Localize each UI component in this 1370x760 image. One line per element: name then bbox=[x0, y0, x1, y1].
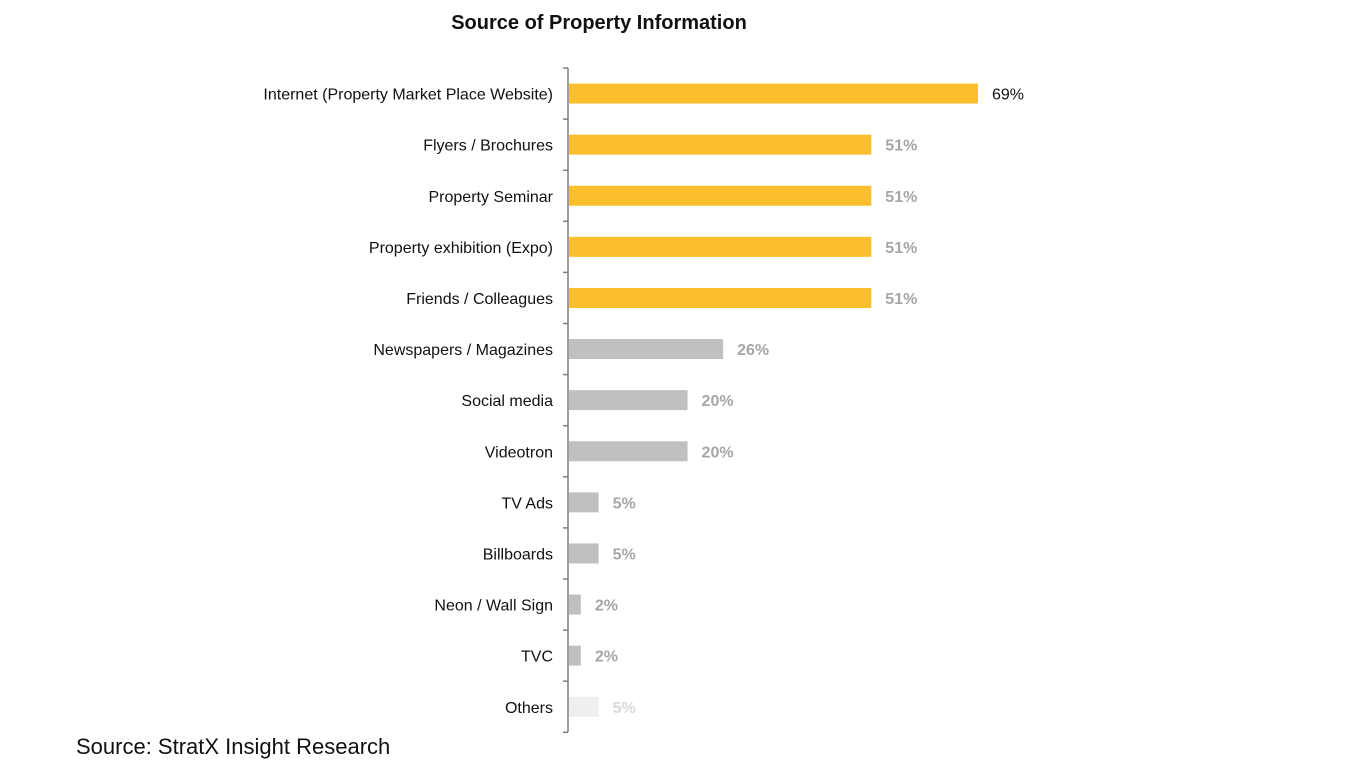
bar bbox=[569, 83, 978, 104]
bar bbox=[569, 645, 581, 666]
data-label: 2% bbox=[595, 598, 618, 615]
bar bbox=[569, 134, 872, 155]
bar bbox=[569, 236, 872, 257]
chart-title: Source of Property Information bbox=[451, 12, 747, 34]
bar bbox=[569, 185, 872, 206]
data-label: 26% bbox=[737, 342, 769, 359]
bar bbox=[569, 441, 688, 462]
bar bbox=[569, 339, 724, 360]
data-label: 5% bbox=[613, 495, 636, 512]
category-label: Social media bbox=[461, 393, 553, 410]
category-label: TV Ads bbox=[501, 495, 553, 512]
category-label: Newspapers / Magazines bbox=[373, 342, 553, 359]
data-label: 20% bbox=[702, 444, 734, 461]
category-label: Videotron bbox=[485, 444, 553, 461]
category-label: Flyers / Brochures bbox=[423, 138, 553, 155]
data-label: 5% bbox=[613, 546, 636, 563]
data-label: 51% bbox=[885, 291, 917, 308]
bar bbox=[569, 543, 599, 564]
category-label: Property Seminar bbox=[429, 189, 554, 206]
data-label: 51% bbox=[885, 240, 917, 257]
data-label: 51% bbox=[885, 138, 917, 155]
bar bbox=[569, 696, 599, 717]
bar bbox=[569, 594, 581, 615]
bar-chart: Internet (Property Market Place Website)… bbox=[263, 67, 1024, 734]
category-label: Neon / Wall Sign bbox=[434, 598, 553, 615]
category-label: Property exhibition (Expo) bbox=[369, 240, 553, 257]
bar bbox=[569, 287, 872, 308]
category-label: Others bbox=[505, 700, 553, 717]
data-label: 2% bbox=[595, 649, 618, 666]
data-label: 5% bbox=[613, 700, 636, 717]
bar bbox=[569, 390, 688, 411]
data-label: 51% bbox=[885, 189, 917, 206]
category-label: Billboards bbox=[483, 546, 553, 563]
category-label: TVC bbox=[521, 649, 553, 666]
data-label: 20% bbox=[702, 393, 734, 410]
data-label: 69% bbox=[992, 87, 1024, 104]
category-label: Internet (Property Market Place Website) bbox=[263, 87, 553, 104]
category-label: Friends / Colleagues bbox=[406, 291, 553, 308]
source-note: Source: StratX Insight Research bbox=[76, 734, 391, 759]
bar bbox=[569, 492, 599, 513]
